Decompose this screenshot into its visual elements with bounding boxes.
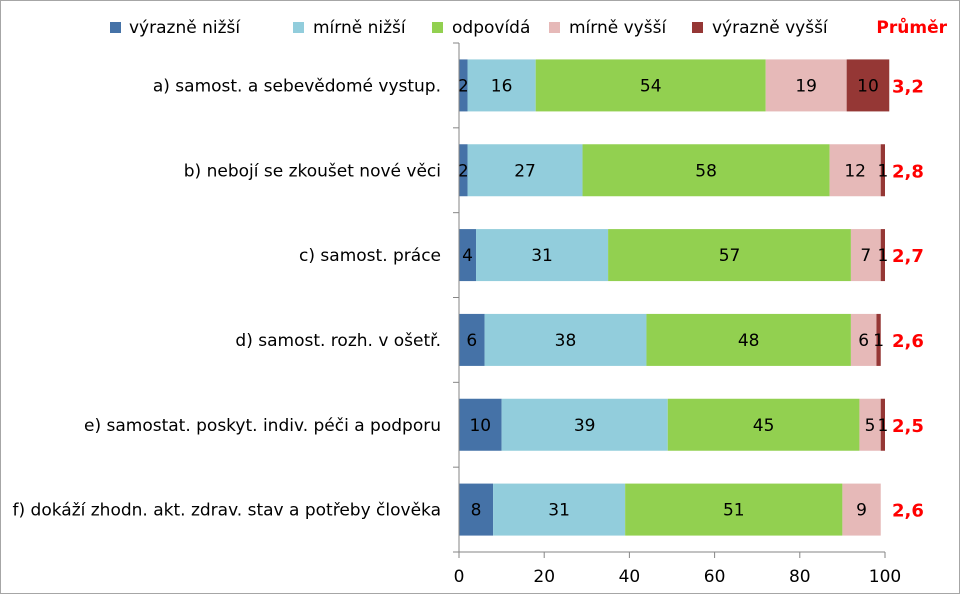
legend-swatch-1 (110, 22, 121, 33)
bar-value-label-1-3: 54 (640, 76, 662, 96)
bar-value-label-3-2: 31 (531, 246, 553, 266)
bar-value-label-5-1: 10 (469, 416, 491, 436)
bar-6-3 (625, 483, 843, 536)
bar-value-label-6-1: 8 (471, 501, 482, 521)
bar-value-label-3-1: 4 (462, 246, 473, 266)
bar-5-5 (880, 398, 885, 451)
bar-5-4 (859, 398, 881, 451)
bar-value-label-4-1: 6 (466, 331, 477, 351)
bar-value-label-6-4: 9 (856, 501, 867, 521)
bar-value-label-4-2: 38 (555, 331, 577, 351)
category-label-4: d) samost. rozh. v ošetř. (235, 331, 441, 351)
bar-value-label-5-5: 1 (877, 416, 888, 436)
legend-label-5: výrazně vyšší (712, 18, 829, 38)
bar-2-1 (459, 144, 468, 197)
average-value-4: 2,6 (892, 331, 924, 352)
bar-4-1 (459, 313, 485, 366)
x-tick-label-6: 100 (869, 567, 901, 587)
legend-swatch-4 (549, 22, 560, 33)
bar-value-label-4-3: 48 (738, 331, 760, 351)
bar-4-3 (646, 313, 851, 366)
bar-4-4 (850, 313, 877, 366)
bar-value-label-1-2: 16 (491, 76, 513, 96)
bar-2-5 (880, 144, 885, 197)
average-value-2: 2,8 (892, 161, 924, 182)
legend-swatch-5 (692, 22, 703, 33)
bar-value-label-3-3: 57 (719, 246, 741, 266)
bar-1-3 (535, 59, 766, 112)
bar-1-2 (467, 59, 536, 112)
legend-label-2: mírně nižší (313, 18, 407, 38)
bar-value-label-2-2: 27 (514, 161, 536, 181)
bar-2-3 (582, 144, 830, 197)
bar-value-label-1-1: 2 (458, 76, 469, 96)
bar-value-label-5-4: 5 (865, 416, 876, 436)
bar-3-3 (608, 229, 851, 282)
bar-4-5 (876, 313, 881, 366)
bar-3-2 (476, 229, 609, 282)
category-label-2: b) nebojí se zkoušet nové věci (184, 161, 441, 181)
x-tick-label-1: 0 (454, 567, 465, 587)
bar-value-label-3-4: 7 (860, 246, 871, 266)
bar-value-label-2-4: 12 (844, 161, 866, 181)
bar-3-4 (850, 229, 881, 282)
category-label-3: c) samost. práce (299, 246, 441, 266)
bar-1-5 (846, 59, 890, 112)
bar-value-label-1-5: 10 (857, 76, 879, 96)
legend-label-4: mírně vyšší (569, 18, 667, 38)
bar-6-1 (459, 483, 494, 536)
bar-6-2 (493, 483, 626, 536)
bar-value-label-6-3: 51 (723, 501, 745, 521)
bar-value-label-2-3: 58 (695, 161, 717, 181)
average-value-5: 2,5 (892, 416, 924, 437)
legend-label-1: výrazně nižší (129, 18, 241, 38)
average-value-1: 3,2 (892, 76, 924, 97)
bar-3-1 (459, 229, 477, 282)
average-value-6: 2,6 (892, 501, 924, 522)
bar-5-2 (501, 398, 668, 451)
bar-value-label-4-5: 1 (873, 331, 884, 351)
bar-value-label-5-3: 45 (753, 416, 775, 436)
bar-1-1 (459, 59, 468, 112)
bar-2-2 (467, 144, 583, 197)
bar-value-label-1-4: 19 (795, 76, 817, 96)
legend-swatch-3 (432, 22, 443, 33)
x-tick-label-4: 60 (704, 567, 726, 587)
legend-swatch-2 (293, 22, 304, 33)
bar-value-label-5-2: 39 (574, 416, 596, 436)
category-label-1: a) samost. a sebevědomé vystup. (153, 76, 441, 96)
bar-value-label-4-4: 6 (858, 331, 869, 351)
bar-value-label-2-5: 1 (877, 161, 888, 181)
bar-3-5 (880, 229, 885, 282)
average-header: Průměr (876, 16, 947, 38)
bar-4-2 (484, 313, 647, 366)
x-tick-label-2: 20 (533, 567, 555, 587)
bar-2-4 (829, 144, 881, 197)
bar-6-4 (842, 483, 881, 536)
bar-1-4 (765, 59, 847, 112)
legend-label-3: odpovídá (452, 18, 530, 38)
bar-value-label-6-2: 31 (548, 501, 570, 521)
bar-5-3 (667, 398, 860, 451)
bar-value-label-3-5: 1 (877, 246, 888, 266)
category-label-6: f) dokáží zhodn. akt. zdrav. stav a potř… (13, 501, 441, 521)
x-tick-label-3: 40 (619, 567, 641, 587)
bar-value-label-2-1: 2 (458, 161, 469, 181)
category-label-5: e) samostat. poskyt. indiv. péči a podpo… (84, 416, 441, 436)
average-value-3: 2,7 (892, 246, 924, 267)
x-tick-label-5: 80 (789, 567, 811, 587)
bar-5-1 (459, 398, 502, 451)
